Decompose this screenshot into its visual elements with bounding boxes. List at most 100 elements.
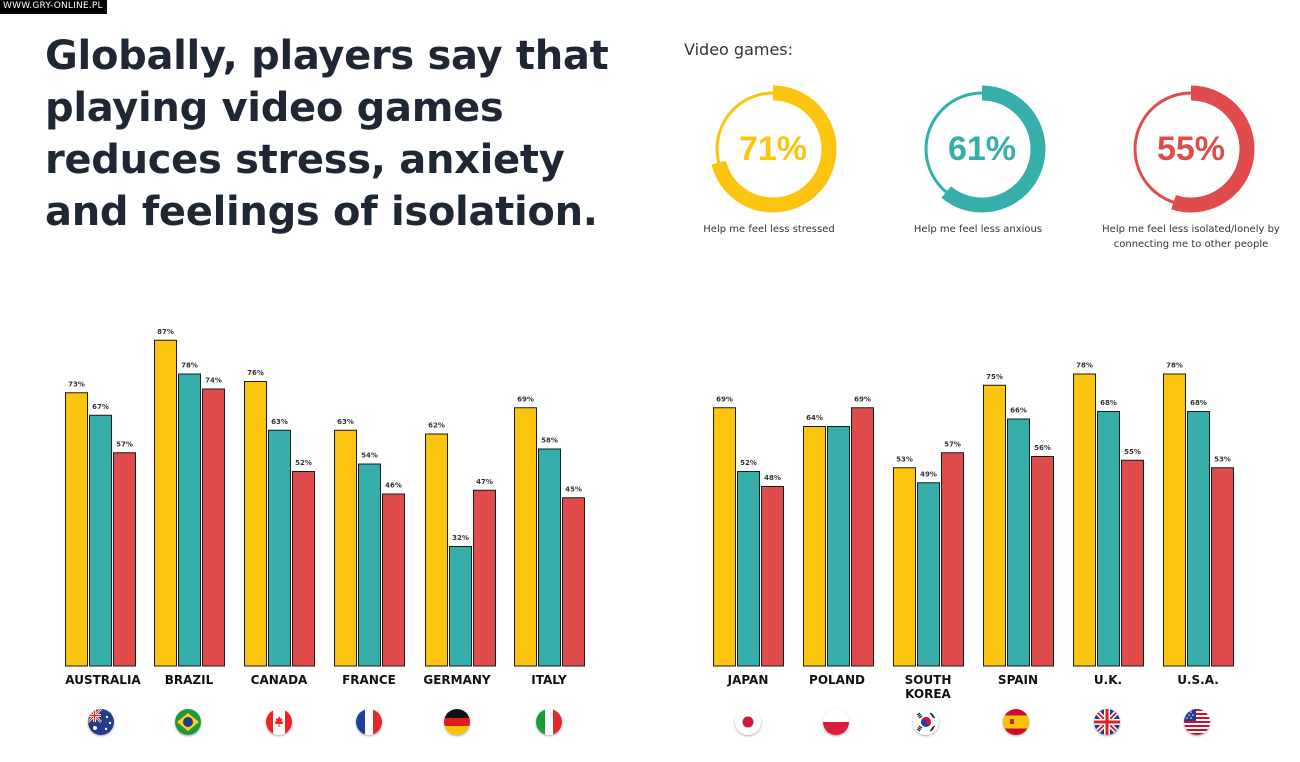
spain-flag-icon: [1003, 709, 1029, 735]
watermark: WWW.GRY-ONLINE.PL: [0, 0, 107, 14]
data-label-u-s-a-stressed: 78%: [1166, 362, 1183, 370]
bar-u-k-anxious: [1097, 411, 1120, 667]
bar-u-k-isolated: [1121, 459, 1144, 667]
data-label-australia-stressed: 73%: [68, 380, 85, 388]
donut-value-stressed: 71%: [738, 130, 808, 168]
bar-italy-isolated: [562, 497, 585, 667]
data-label-south-korea-anxious: 49%: [920, 470, 937, 478]
country-label-uk: U.K.: [1093, 673, 1123, 687]
donut-caption-anxious: Help me feel less anxious: [913, 224, 1043, 235]
donut-anxious: 61%: [917, 84, 1047, 214]
data-label-spain-stressed: 75%: [986, 373, 1003, 381]
donut-arc-anxious: [918, 85, 1046, 213]
bar-brazil-anxious: [178, 373, 201, 667]
bar-spain-anxious: [1007, 418, 1030, 667]
donuts-title: Video games:: [684, 40, 794, 59]
data-label-canada-isolated: 52%: [295, 459, 312, 467]
australia-flag-icon: [88, 709, 114, 735]
bar-france-stressed: [334, 429, 357, 667]
data-label-u-s-a-isolated: 53%: [1214, 455, 1231, 463]
france-flag-icon: [356, 709, 382, 735]
bar-canada-isolated: [292, 471, 315, 667]
country-label-japan: JAPAN: [727, 673, 769, 687]
bar-spain-stressed: [983, 384, 1006, 667]
data-label-u-s-a-anxious: 68%: [1190, 399, 1207, 407]
data-label-france-isolated: 46%: [385, 482, 402, 490]
country-label-australia: AUSTRALIA: [65, 673, 141, 687]
donut-isolated: 55%: [1126, 84, 1256, 214]
data-label-italy-isolated: 45%: [565, 485, 582, 493]
data-label-spain-anxious: 66%: [1010, 407, 1027, 415]
uk-flag-icon: [1094, 709, 1120, 735]
data-label-japan-anxious: 52%: [740, 459, 757, 467]
poland-flag-icon: [823, 709, 849, 735]
data-label-italy-anxious: 58%: [541, 437, 558, 445]
country-label-spain: SPAIN: [997, 673, 1039, 687]
donut-value-anxious: 61%: [947, 130, 1017, 168]
data-label-australia-isolated: 57%: [116, 440, 133, 448]
bar-poland-stressed: [803, 426, 826, 667]
bar-australia-isolated: [113, 452, 136, 667]
donut-ring-isolated: [1127, 85, 1255, 213]
bar-australia-anxious: [89, 414, 112, 667]
bar-germany-anxious: [449, 546, 472, 667]
bar-u-k-stressed: [1073, 373, 1096, 667]
donut-arc-isolated: [1127, 85, 1255, 213]
data-label-japan-stressed: 69%: [716, 395, 733, 403]
donut-arc-stressed: [709, 85, 837, 213]
data-label-germany-stressed: 62%: [428, 422, 445, 430]
bar-germany-stressed: [425, 433, 448, 667]
canada-flag-icon: [266, 709, 292, 735]
country-label-france: FRANCE: [342, 673, 396, 687]
donut-caption-isolated: Help me feel less isolated/lonely by con…: [1102, 224, 1280, 250]
data-label-canada-stressed: 76%: [247, 369, 264, 377]
data-label-south-korea-isolated: 57%: [944, 440, 961, 448]
country-label-italy: ITALY: [531, 673, 567, 687]
bar-brazil-isolated: [202, 388, 225, 667]
bar-south-korea-isolated: [941, 452, 964, 667]
bar-south-korea-anxious: [917, 482, 940, 667]
data-label-poland-stressed: 64%: [806, 414, 823, 422]
bar-poland-anxious: [827, 426, 850, 667]
italy-flag-icon: [536, 709, 562, 735]
bar-south-korea-stressed: [893, 467, 916, 667]
bar-germany-isolated: [473, 489, 496, 667]
bar-canada-anxious: [268, 429, 291, 667]
japan-flag-icon: [735, 709, 761, 735]
bar-u-s-a-stressed: [1163, 373, 1186, 667]
south-korea-flag-icon: [913, 709, 939, 735]
data-label-poland-isolated: 69%: [854, 395, 871, 403]
data-label-japan-isolated: 48%: [764, 474, 781, 482]
bar-japan-anxious: [737, 471, 760, 667]
donut-caption-stressed: Help me feel less stressed: [703, 224, 835, 235]
bar-france-isolated: [382, 493, 405, 667]
bar-spain-isolated: [1031, 456, 1054, 667]
country-label-germany: GERMANY: [423, 673, 491, 687]
data-label-brazil-isolated: 74%: [205, 377, 222, 385]
germany-flag-icon: [444, 709, 470, 735]
data-label-u-k-isolated: 55%: [1124, 448, 1141, 456]
data-label-germany-anxious: 32%: [452, 534, 469, 542]
country-label-south-korea: SOUTH KOREA: [904, 673, 952, 701]
country-label-brazil: BRAZIL: [164, 673, 214, 687]
bar-italy-stressed: [514, 407, 537, 667]
bar-u-s-a-anxious: [1187, 411, 1210, 667]
data-label-france-stressed: 63%: [337, 418, 354, 426]
data-label-u-k-stressed: 78%: [1076, 362, 1093, 370]
brazil-flag-icon: [175, 709, 201, 735]
usa-flag-icon: [1184, 709, 1210, 735]
data-label-u-k-anxious: 68%: [1100, 399, 1117, 407]
bar-u-s-a-isolated: [1211, 467, 1234, 667]
bar-italy-anxious: [538, 448, 561, 667]
bar-japan-stressed: [713, 407, 736, 667]
data-label-brazil-anxious: 78%: [181, 362, 198, 370]
data-label-france-anxious: 54%: [361, 452, 378, 460]
donut-ring-anxious: [918, 85, 1046, 213]
data-label-brazil-stressed: 87%: [157, 328, 174, 336]
donut-stressed: 71%: [708, 84, 838, 214]
data-label-canada-anxious: 63%: [271, 418, 288, 426]
data-label-australia-anxious: 67%: [92, 403, 109, 411]
donut-ring-stressed: [709, 85, 837, 213]
data-label-italy-stressed: 69%: [517, 395, 534, 403]
